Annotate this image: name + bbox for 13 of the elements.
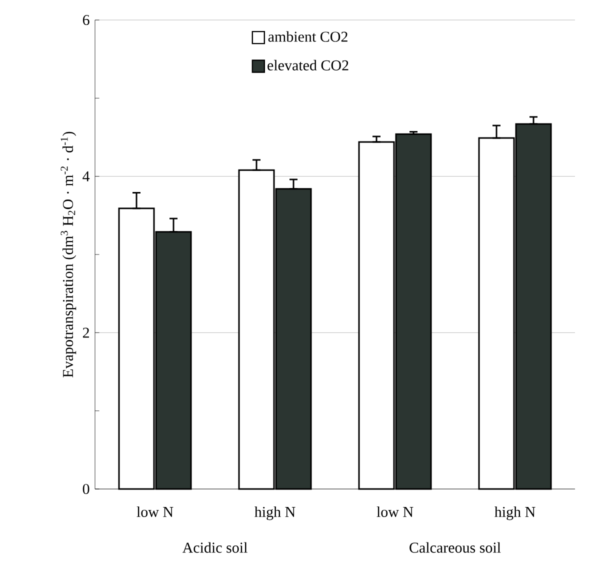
x-tick-label: high N	[254, 506, 296, 520]
legend-label: elevated CO2	[268, 60, 348, 70]
text: Calcareous soil	[410, 542, 501, 553]
y-tick-label: 6	[82, 14, 90, 26]
y-tick-label: 4	[82, 171, 90, 182]
x-tick-label: high N	[494, 506, 536, 520]
legend-label: ambient CO2	[268, 31, 348, 42]
x-tick-label: low N	[376, 506, 414, 518]
text: Evapotranspiration (dm$^{3}$ H$_{2}$O · m$^{-2}$ · d$^{-1}$)	[60, 132, 76, 378]
x-tick-label: low N	[136, 506, 174, 518]
text: Acidic soil	[182, 542, 248, 553]
y-tick-label: 0	[82, 484, 90, 494]
y-tick-label: 2	[82, 328, 89, 338]
